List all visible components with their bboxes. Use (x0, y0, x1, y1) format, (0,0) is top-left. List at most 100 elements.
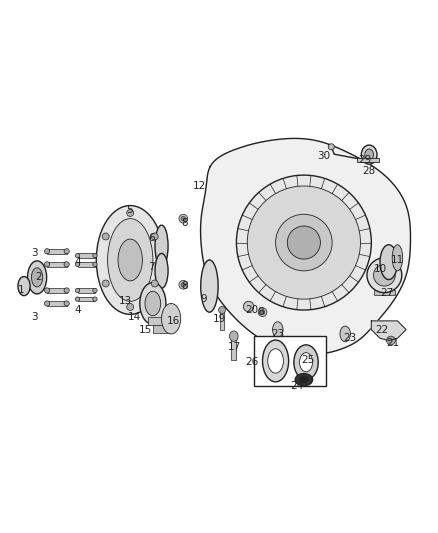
Ellipse shape (28, 261, 47, 294)
Circle shape (75, 262, 80, 266)
Text: 30: 30 (317, 150, 330, 160)
Ellipse shape (162, 303, 181, 334)
Ellipse shape (365, 149, 374, 160)
Circle shape (127, 209, 134, 216)
Bar (357, 158, 379, 162)
Text: 22: 22 (375, 325, 389, 335)
Text: 27: 27 (380, 288, 393, 297)
Circle shape (102, 233, 109, 240)
Ellipse shape (340, 326, 350, 342)
Text: 10: 10 (374, 264, 387, 273)
Bar (47, 262, 67, 267)
Ellipse shape (145, 292, 161, 316)
Circle shape (181, 282, 185, 287)
Circle shape (276, 214, 332, 271)
Text: 28: 28 (363, 166, 376, 176)
Bar (78, 288, 95, 293)
Text: 12: 12 (193, 181, 206, 191)
Text: 24: 24 (291, 381, 304, 391)
Text: 6: 6 (148, 233, 155, 243)
Text: 14: 14 (127, 312, 141, 321)
Text: 20: 20 (245, 305, 258, 315)
Circle shape (258, 308, 267, 317)
Circle shape (244, 301, 254, 312)
Circle shape (287, 226, 321, 259)
Text: 19: 19 (212, 314, 226, 324)
Ellipse shape (118, 239, 142, 281)
Text: 3: 3 (31, 312, 37, 321)
Bar (153, 325, 170, 333)
Circle shape (64, 288, 69, 293)
Ellipse shape (272, 322, 283, 337)
Bar (374, 289, 395, 295)
Ellipse shape (140, 282, 166, 325)
Circle shape (151, 233, 158, 240)
Text: 7: 7 (148, 262, 155, 271)
Text: 21: 21 (386, 338, 400, 348)
Circle shape (127, 303, 134, 310)
Circle shape (64, 262, 69, 267)
Text: 11: 11 (391, 255, 404, 265)
Circle shape (93, 254, 97, 258)
Bar (78, 254, 95, 258)
Circle shape (75, 288, 80, 293)
Ellipse shape (295, 374, 313, 386)
Circle shape (93, 262, 97, 266)
Circle shape (367, 258, 402, 293)
Circle shape (260, 310, 265, 314)
Text: 23: 23 (271, 329, 284, 339)
Circle shape (45, 262, 49, 267)
Circle shape (151, 280, 158, 287)
Ellipse shape (230, 331, 238, 341)
Circle shape (93, 297, 97, 301)
Ellipse shape (268, 349, 283, 373)
Circle shape (75, 254, 80, 258)
Ellipse shape (300, 353, 313, 372)
Text: 16: 16 (167, 316, 180, 326)
Text: 4: 4 (74, 257, 81, 267)
Ellipse shape (361, 145, 377, 164)
Circle shape (387, 336, 395, 345)
Circle shape (102, 280, 109, 287)
Circle shape (93, 288, 97, 293)
Text: 26: 26 (245, 357, 258, 367)
Text: 3: 3 (31, 248, 37, 259)
Ellipse shape (262, 340, 289, 382)
Circle shape (328, 144, 334, 150)
Text: 29: 29 (358, 155, 371, 165)
Bar (148, 318, 174, 325)
Bar (47, 288, 67, 293)
Bar (47, 301, 67, 306)
Bar (254, 336, 325, 386)
Circle shape (75, 297, 80, 301)
Text: 8: 8 (257, 307, 264, 317)
Ellipse shape (108, 219, 153, 301)
Ellipse shape (155, 254, 168, 288)
Circle shape (247, 186, 360, 299)
Circle shape (237, 175, 371, 310)
Ellipse shape (380, 245, 397, 279)
Circle shape (45, 288, 49, 293)
Ellipse shape (32, 268, 43, 287)
Circle shape (64, 301, 69, 306)
Text: 15: 15 (138, 325, 152, 335)
Ellipse shape (392, 245, 403, 271)
Ellipse shape (201, 260, 218, 312)
Circle shape (45, 301, 49, 306)
Polygon shape (201, 139, 410, 354)
Circle shape (179, 214, 187, 223)
Ellipse shape (155, 225, 168, 267)
Ellipse shape (294, 345, 318, 379)
Circle shape (181, 216, 185, 221)
Text: 17: 17 (228, 342, 241, 352)
Polygon shape (371, 321, 406, 341)
Text: 4: 4 (74, 305, 81, 315)
Text: 9: 9 (201, 294, 207, 304)
Ellipse shape (96, 206, 164, 314)
Text: 23: 23 (343, 333, 356, 343)
Text: 5: 5 (127, 205, 133, 215)
Text: 25: 25 (302, 355, 315, 365)
Bar (220, 308, 224, 329)
Text: 13: 13 (119, 296, 132, 306)
Text: 2: 2 (35, 272, 42, 282)
